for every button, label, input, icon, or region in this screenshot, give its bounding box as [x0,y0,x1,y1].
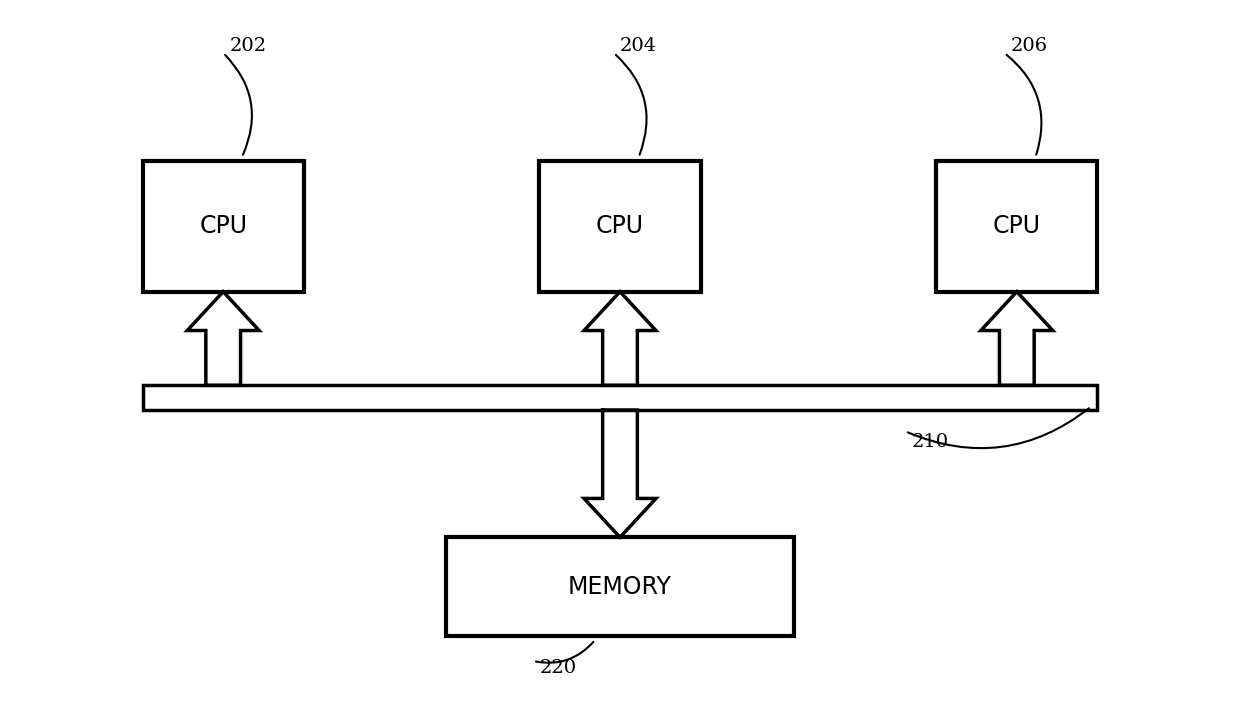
Bar [446,537,794,636]
FancyArrowPatch shape [616,55,646,155]
Text: 220: 220 [539,659,577,677]
Text: CPU: CPU [200,214,247,238]
Text: 204: 204 [620,37,657,55]
FancyArrowPatch shape [908,408,1089,448]
Text: CPU: CPU [993,214,1040,238]
Bar [143,160,304,291]
Bar [936,160,1097,291]
FancyArrowPatch shape [536,642,594,662]
FancyArrowPatch shape [226,55,252,155]
Bar [143,385,1097,410]
FancyArrowPatch shape [1007,54,1042,155]
Bar [539,160,701,291]
Text: 210: 210 [911,433,949,451]
Text: CPU: CPU [596,214,644,238]
Text: 206: 206 [1011,37,1048,55]
Text: 202: 202 [229,37,267,55]
Text: MEMORY: MEMORY [568,575,672,599]
